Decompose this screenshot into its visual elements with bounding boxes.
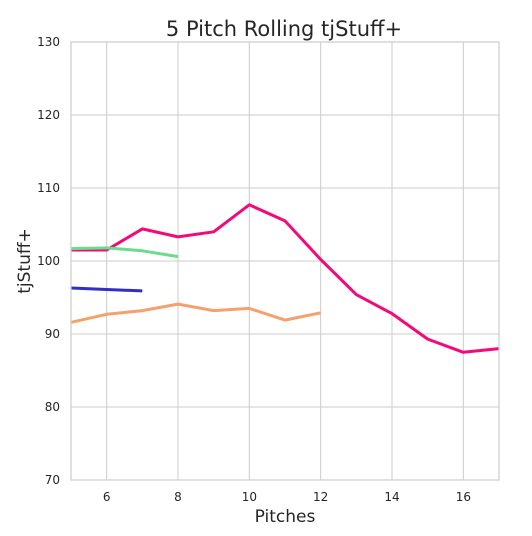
chart-title: 5 Pitch Rolling tjStuff+ — [166, 17, 402, 41]
x-tick-label: 12 — [313, 490, 328, 504]
series-line-2 — [70, 246, 179, 259]
y-axis-label: tjStuff+ — [15, 228, 35, 294]
x-tick-label: 16 — [456, 490, 471, 504]
x-tick-label: 8 — [174, 490, 182, 504]
y-tick-label: 70 — [45, 473, 60, 487]
series-line-1 — [71, 203, 500, 354]
y-tick-label: 110 — [37, 181, 60, 195]
series-line-3 — [70, 286, 143, 293]
series-lines — [70, 203, 500, 354]
y-tick-label: 100 — [37, 254, 60, 268]
y-tick-label: 120 — [37, 108, 60, 122]
series-line-4 — [70, 302, 322, 324]
x-tick-label: 10 — [242, 490, 257, 504]
plot-area-frame — [70, 41, 500, 481]
x-axis-label: Pitches — [255, 507, 316, 527]
grid-lines — [71, 41, 499, 481]
x-tick-labels: 6 8 10 12 14 16 — [103, 490, 471, 504]
y-tick-label: 130 — [37, 35, 60, 49]
y-tick-label: 80 — [45, 400, 60, 414]
y-tick-label: 90 — [45, 327, 60, 341]
y-tick-labels: 70 80 90 100 110 120 130 — [37, 35, 60, 487]
x-tick-label: 6 — [103, 490, 111, 504]
x-tick-label: 14 — [384, 490, 399, 504]
